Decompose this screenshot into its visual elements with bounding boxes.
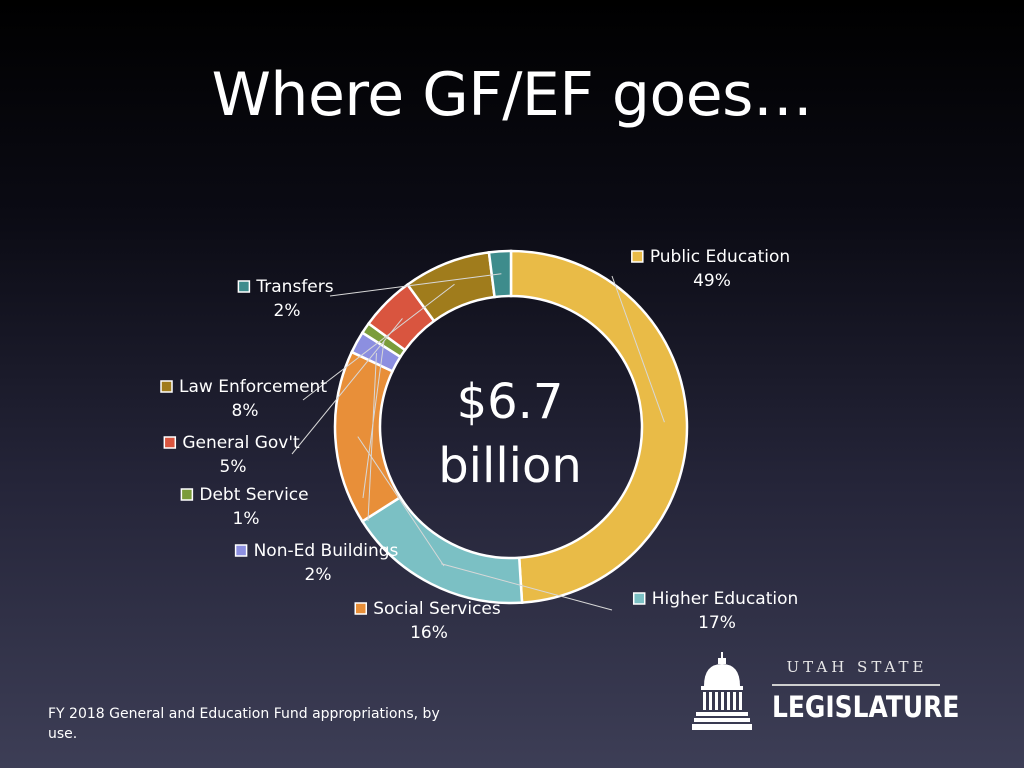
label-non-ed-buildings: Non-Ed Buildings 2% bbox=[234, 541, 399, 585]
leader-higher-education bbox=[441, 563, 613, 611]
slice-name: Non-Ed Buildings bbox=[254, 541, 399, 561]
leader-public-education bbox=[611, 275, 665, 423]
slice-percent: 16% bbox=[410, 623, 448, 643]
slice-name: Public Education bbox=[650, 247, 790, 267]
slide-title: Where GF/EF goes… bbox=[211, 60, 813, 130]
slice-name: Transfers bbox=[255, 277, 333, 297]
logo-main-line: LEGISLATURE bbox=[772, 690, 960, 724]
leader-lines bbox=[291, 273, 665, 611]
leader-non-ed-buildings bbox=[367, 353, 377, 522]
slice-public-education bbox=[509, 249, 689, 604]
slice-percent: 2% bbox=[274, 301, 301, 321]
label-social-services: Social Services 16% bbox=[354, 599, 501, 643]
slice-name: Debt Service bbox=[199, 485, 308, 505]
leader-transfers bbox=[329, 273, 502, 297]
slice-percent: 17% bbox=[698, 613, 736, 633]
leader-law-enforcement bbox=[302, 283, 455, 401]
label-debt-service: Debt Service 1% bbox=[180, 485, 309, 529]
leader-social-services bbox=[357, 436, 445, 567]
legend-swatch bbox=[163, 436, 177, 449]
legend-swatch bbox=[354, 602, 367, 615]
legend-swatch bbox=[631, 250, 644, 263]
logo-top-line: UTAH STATE bbox=[786, 658, 928, 676]
legend-swatch bbox=[632, 592, 646, 605]
center-amount: $6.7 bbox=[457, 374, 564, 430]
slice-labels: Public Education 49% Higher Education 17% So… bbox=[160, 247, 799, 643]
slice-name: General Gov't bbox=[182, 433, 300, 453]
slice-percent: 1% bbox=[233, 509, 260, 529]
legend-swatch bbox=[180, 488, 194, 501]
slice-social-services bbox=[333, 350, 403, 524]
label-transfers: Transfers 2% bbox=[237, 277, 334, 321]
slice-percent: 8% bbox=[232, 401, 259, 421]
slice-name: Higher Education bbox=[652, 589, 799, 609]
label-public-education: Public Education 49% bbox=[631, 247, 790, 291]
capitol-dome-icon bbox=[692, 652, 752, 730]
label-general-gov-t: General Gov't 5% bbox=[163, 433, 300, 477]
logo-divider bbox=[772, 684, 940, 686]
label-law-enforcement: Law Enforcement 8% bbox=[160, 377, 327, 421]
legend-swatch bbox=[234, 544, 248, 557]
legend-swatch bbox=[237, 280, 251, 293]
slice-name: Law Enforcement bbox=[179, 377, 327, 397]
slice-percent: 49% bbox=[693, 271, 731, 291]
legend-swatch bbox=[160, 380, 173, 393]
slice-percent: 5% bbox=[220, 457, 247, 477]
utah-legislature-logo: UTAH STATE LEGISLATURE bbox=[692, 652, 960, 732]
center-unit: billion bbox=[438, 438, 582, 494]
leader-general-gov-t bbox=[291, 318, 403, 455]
label-higher-education: Higher Education 17% bbox=[632, 589, 799, 633]
footnote: FY 2018 General and Education Fund appro… bbox=[48, 706, 440, 742]
slice-name: Social Services bbox=[373, 599, 501, 619]
slice-percent: 2% bbox=[305, 565, 332, 585]
leader-debt-service bbox=[362, 340, 385, 499]
